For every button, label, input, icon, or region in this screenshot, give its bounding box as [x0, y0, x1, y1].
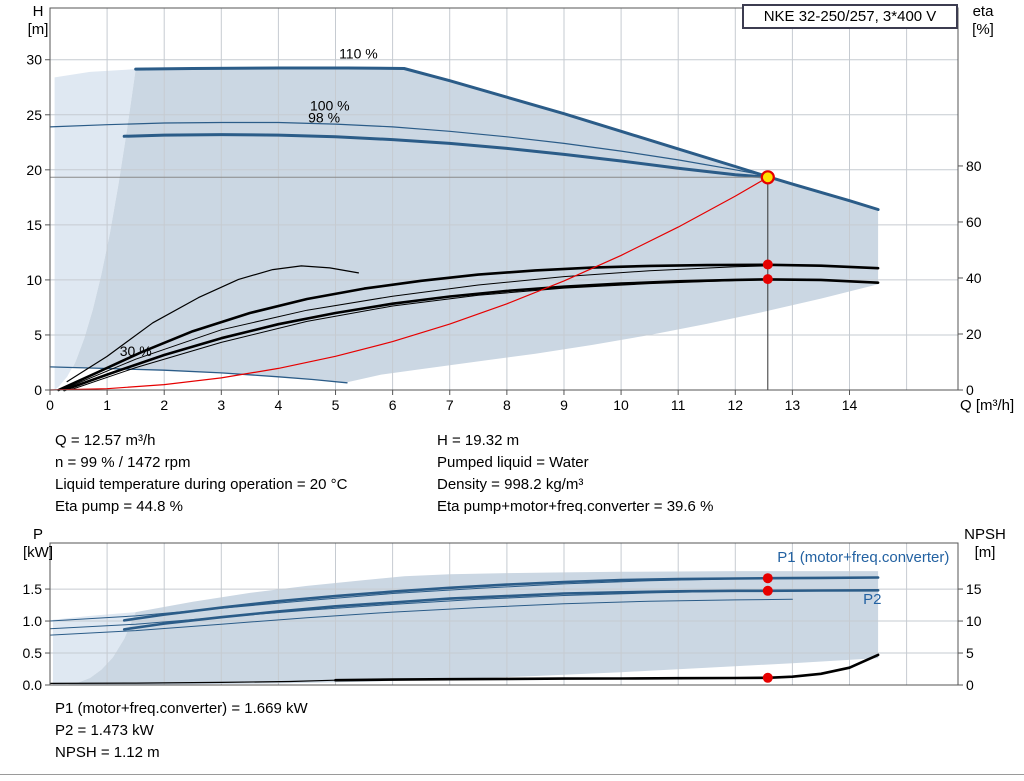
info-line-h: H = 19.32 m: [437, 432, 520, 449]
info-line-liquid: Pumped liquid = Water: [437, 454, 589, 471]
curve-110pct: [134, 66, 880, 211]
p1-curve: [122, 576, 880, 622]
h-axis-symbol: H: [32, 3, 44, 20]
left-tick-label: 15: [26, 217, 42, 233]
eta-pump-point: [762, 259, 773, 270]
q-axis-label: Q [m³/h]: [960, 397, 1015, 414]
left-tick-label: 5: [34, 327, 42, 343]
p2-point: [762, 585, 773, 596]
curve-100pct: [49, 121, 769, 177]
eta-thin-b: [60, 265, 769, 391]
right-tick-label: 0: [966, 677, 974, 693]
info-line-eta-pump: Eta pump = 44.8 %: [55, 498, 183, 515]
left-tick-label: 0.0: [23, 677, 43, 693]
x-tick-label: 10: [613, 397, 629, 413]
left-tick-label: 0: [34, 382, 42, 398]
right-tick-label: 5: [966, 645, 974, 661]
x-tick-label: 12: [727, 397, 743, 413]
x-tick-label: 8: [503, 397, 511, 413]
x-tick-label: 14: [842, 397, 858, 413]
p2-curve: [122, 589, 880, 631]
h-axis-label: H [m]: [18, 3, 58, 39]
p-axis-symbol: P: [32, 526, 43, 543]
curve-98pct: [122, 133, 770, 179]
hq-eta-chart: 0 1 2 3 4 5 6 7 8 9 10 11 12 13 1405101520253002040608…: [26, 7, 982, 413]
x-tick-label: 6: [389, 397, 397, 413]
info-line-q: Q = 12.57 m³/h: [55, 432, 156, 449]
x-tick-label: 11: [671, 397, 686, 413]
npsh-axis-label: NPSH [m]: [956, 526, 1014, 562]
info-line-density: Density = 998.2 kg/m³: [437, 476, 584, 493]
eta-reduced-speed-curve: [66, 265, 359, 383]
p-thin-c: [49, 598, 793, 636]
right-tick-label: 15: [966, 581, 982, 597]
x-tick-label: 3: [217, 397, 225, 413]
left-tick-label: 20: [26, 162, 42, 178]
curve-label: 110 %: [339, 46, 378, 62]
operating-area-light: [54, 69, 136, 390]
eta-total-curve: [63, 278, 880, 392]
right-tick-label: 10: [966, 613, 982, 629]
power-info: P1 (motor+freq.converter) = 1.669 kW P2 …: [55, 698, 308, 764]
eta-pump-curve: [57, 263, 880, 392]
pump-type-box: NKE 32-250/257, 3*400 V: [742, 4, 958, 29]
duty-info-right: H = 19.32 m Pumped liquid = Water Densit…: [437, 430, 713, 518]
x-tick-label: 4: [275, 397, 283, 413]
info-line-npsh: NPSH = 1.12 m: [55, 744, 160, 761]
curve-label: 98 %: [308, 110, 340, 126]
npsh-curve-low: [49, 679, 337, 684]
npsh-point: [762, 672, 773, 683]
power-npsh-chart: 0.0 0.5 1.0 1.5 0 5 10 15 P1 (motor+freq.convert…: [23, 542, 982, 693]
curve-label: 30 %: [120, 343, 152, 359]
info-line-p1: P1 (motor+freq.converter) = 1.669 kW: [55, 700, 308, 717]
left-tick-label: 1.0: [23, 613, 43, 629]
info-line-eta-total: Eta pump+motor+freq.converter = 39.6 %: [437, 498, 714, 515]
x-tick-label: 7: [446, 397, 454, 413]
eta-total-point: [762, 274, 773, 285]
h-axis-unit: [m]: [27, 21, 49, 38]
npsh-axis-unit: [m]: [974, 544, 996, 561]
power-area: [67, 571, 879, 685]
x-tick-label: 13: [785, 397, 801, 413]
left-tick-label: 25: [26, 107, 42, 123]
duty-point: [760, 170, 775, 185]
x-tick-label: 0: [46, 397, 54, 413]
left-tick-label: 1.5: [23, 581, 43, 597]
left-tick-label: 10: [26, 272, 42, 288]
right-tick-label: 80: [966, 158, 982, 174]
x-tick-label: 9: [560, 397, 568, 413]
info-line-p2: P2 = 1.473 kW: [55, 722, 154, 739]
p-axis-unit: [kW]: [23, 544, 53, 561]
p-axis-label: P [kW]: [18, 526, 58, 562]
right-tick-label: 60: [966, 214, 982, 230]
right-tick-label: 0: [966, 382, 974, 398]
x-tick-label: 1: [103, 397, 111, 413]
left-tick-label: 30: [26, 52, 42, 68]
x-tick-label: 5: [332, 397, 340, 413]
power-area-light: [52, 612, 136, 685]
duty-info-left: Q = 12.57 m³/h n = 99 % / 1472 rpm Liqui…: [55, 430, 347, 518]
x-tick-label: 2: [160, 397, 168, 413]
info-line-temperature: Liquid temperature during operation = 20…: [55, 476, 348, 493]
npsh-curve: [334, 653, 880, 682]
curve-label: P2: [863, 591, 881, 608]
right-tick-label: 20: [966, 326, 982, 342]
plot-frame: [49, 7, 959, 391]
left-tick-label: 0.5: [23, 645, 43, 661]
eta-axis-symbol: eta: [972, 3, 994, 20]
info-line-n: n = 99 % / 1472 rpm: [55, 454, 191, 471]
plot-frame: [49, 542, 959, 686]
curve-label: 100 %: [310, 97, 350, 113]
right-tick-label: 40: [966, 270, 982, 286]
curve-label: P1 (motor+freq.converter): [777, 549, 949, 566]
eta-axis-label: eta [%]: [960, 3, 1006, 39]
eta-axis-unit: [%]: [972, 21, 994, 38]
system-curve: [49, 176, 769, 391]
p1-point: [762, 573, 773, 584]
npsh-axis-symbol: NPSH: [964, 526, 1006, 543]
bottom-divider: [0, 774, 1024, 775]
